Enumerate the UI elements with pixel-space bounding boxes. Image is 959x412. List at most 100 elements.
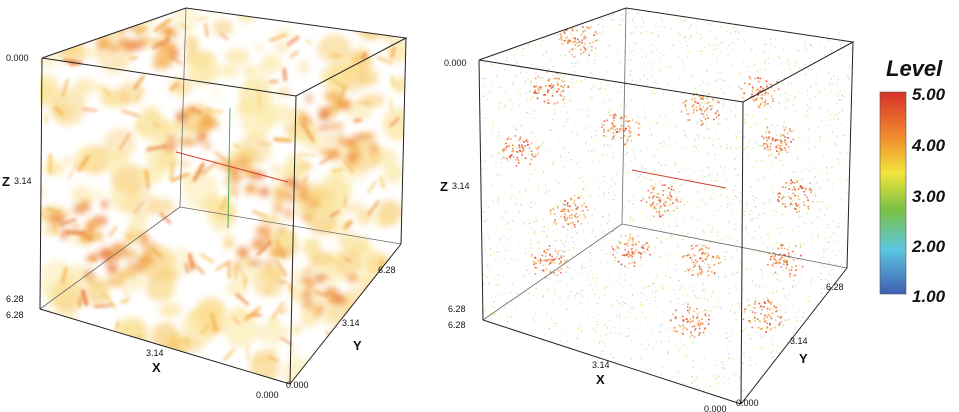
- right-cluster-speck: [586, 26, 589, 29]
- right-speckle: [839, 226, 841, 228]
- right-speckle: [522, 48, 525, 50]
- left-vortex-streak: [391, 285, 399, 293]
- right-cluster-speck: [690, 320, 693, 323]
- right-speckle: [601, 153, 603, 156]
- right-speckle: [505, 302, 507, 305]
- right-cluster-speck: [521, 153, 523, 156]
- right-speckle: [563, 102, 566, 104]
- right-speckle: [543, 24, 545, 26]
- right-cluster-speck: [550, 84, 553, 87]
- right-cluster-speck: [699, 248, 702, 250]
- right-speckle: [780, 314, 782, 316]
- right-speckle: [633, 207, 636, 209]
- right-cluster-speck: [631, 240, 634, 243]
- right-speckle: [596, 302, 599, 304]
- right-cluster-speck: [794, 245, 797, 247]
- right-cluster-speck: [765, 143, 767, 145]
- right-speckle: [525, 92, 527, 94]
- right-cluster-speck: [742, 92, 745, 94]
- right-speckle: [518, 212, 521, 214]
- right-speckle: [767, 57, 770, 59]
- right-speckle: [849, 277, 851, 279]
- right-speckle: [826, 32, 829, 34]
- right-speckle: [509, 116, 511, 119]
- right-speckle: [733, 26, 735, 29]
- right-speckle: [479, 70, 481, 72]
- right-speckle: [680, 393, 682, 395]
- color-legend: Level 5.00 4.00 3.00 2.00 1.00: [879, 56, 946, 306]
- right-speckle: [850, 232, 853, 234]
- right-speckle: [512, 82, 514, 84]
- right-speckle: [598, 186, 601, 188]
- right-cluster-speck: [758, 106, 761, 109]
- right-speckle: [480, 316, 483, 318]
- right-cluster-speck: [607, 130, 609, 132]
- right-cluster-speck: [680, 110, 683, 113]
- left-vortex-streak: [271, 301, 285, 320]
- left-x-tick-right: 0.000: [256, 390, 279, 400]
- right-speckle: [848, 64, 850, 67]
- right-cluster-speck: [701, 96, 704, 99]
- right-speckle: [757, 179, 760, 181]
- right-speckle: [519, 359, 521, 362]
- right-speckle: [686, 260, 688, 263]
- right-speckle: [686, 294, 688, 297]
- right-speckle: [828, 362, 831, 364]
- right-speckle: [650, 219, 652, 221]
- right-speckle: [596, 32, 598, 34]
- right-speckle: [487, 17, 490, 19]
- right-cluster-speck: [698, 266, 701, 268]
- right-speckle: [673, 289, 675, 291]
- right-speckle: [734, 228, 737, 230]
- right-speckle: [684, 134, 686, 136]
- left-vortex-streak: [68, 161, 78, 179]
- right-speckle: [821, 322, 824, 324]
- right-speckle: [723, 79, 726, 82]
- right-speckle: [851, 131, 853, 133]
- left-hot-blob: [287, 191, 294, 203]
- right-speckle: [612, 230, 614, 232]
- right-cluster-speck: [553, 213, 556, 215]
- right-speckle: [833, 143, 836, 145]
- right-speckle: [831, 183, 834, 185]
- left-vortex-streak: [144, 169, 150, 190]
- right-speckle: [790, 255, 793, 257]
- right-cluster-speck: [582, 51, 585, 54]
- right-speckle: [556, 83, 558, 85]
- left-hot-blob: [263, 259, 273, 267]
- right-speckle: [611, 373, 614, 376]
- right-cluster-speck: [797, 195, 800, 197]
- right-cluster-speck: [576, 206, 578, 209]
- right-cluster-speck: [708, 93, 710, 95]
- right-cluster-speck: [631, 255, 634, 258]
- right-cluster-speck: [761, 90, 763, 92]
- right-cluster-speck: [580, 222, 583, 225]
- right-speckle: [653, 377, 655, 380]
- right-speckle: [717, 239, 720, 241]
- right-cluster-speck: [764, 320, 767, 322]
- right-speckle: [614, 183, 616, 185]
- right-speckle: [825, 304, 827, 307]
- right-speckle: [553, 303, 555, 305]
- right-cluster-speck: [522, 150, 524, 152]
- right-cluster-speck: [700, 268, 703, 271]
- right-speckle: [533, 37, 535, 40]
- right-speckle: [737, 30, 740, 33]
- right-speckle: [606, 391, 609, 393]
- right-speckle: [480, 300, 482, 302]
- right-cluster-speck: [769, 145, 772, 148]
- right-speckle: [755, 299, 758, 302]
- right-speckle: [679, 348, 681, 350]
- right-speckle: [487, 206, 490, 208]
- right-cluster-speck: [670, 196, 673, 198]
- right-speckle: [624, 23, 626, 26]
- left-vortex-streak: [115, 320, 120, 330]
- right-speckle: [582, 197, 584, 199]
- right-speckle: [796, 320, 798, 322]
- right-speckle: [577, 16, 579, 18]
- right-speckle: [489, 91, 491, 94]
- right-cluster-speck: [569, 39, 571, 42]
- right-speckle: [698, 136, 700, 139]
- right-speckle: [685, 354, 688, 356]
- right-cluster-speck: [699, 332, 701, 334]
